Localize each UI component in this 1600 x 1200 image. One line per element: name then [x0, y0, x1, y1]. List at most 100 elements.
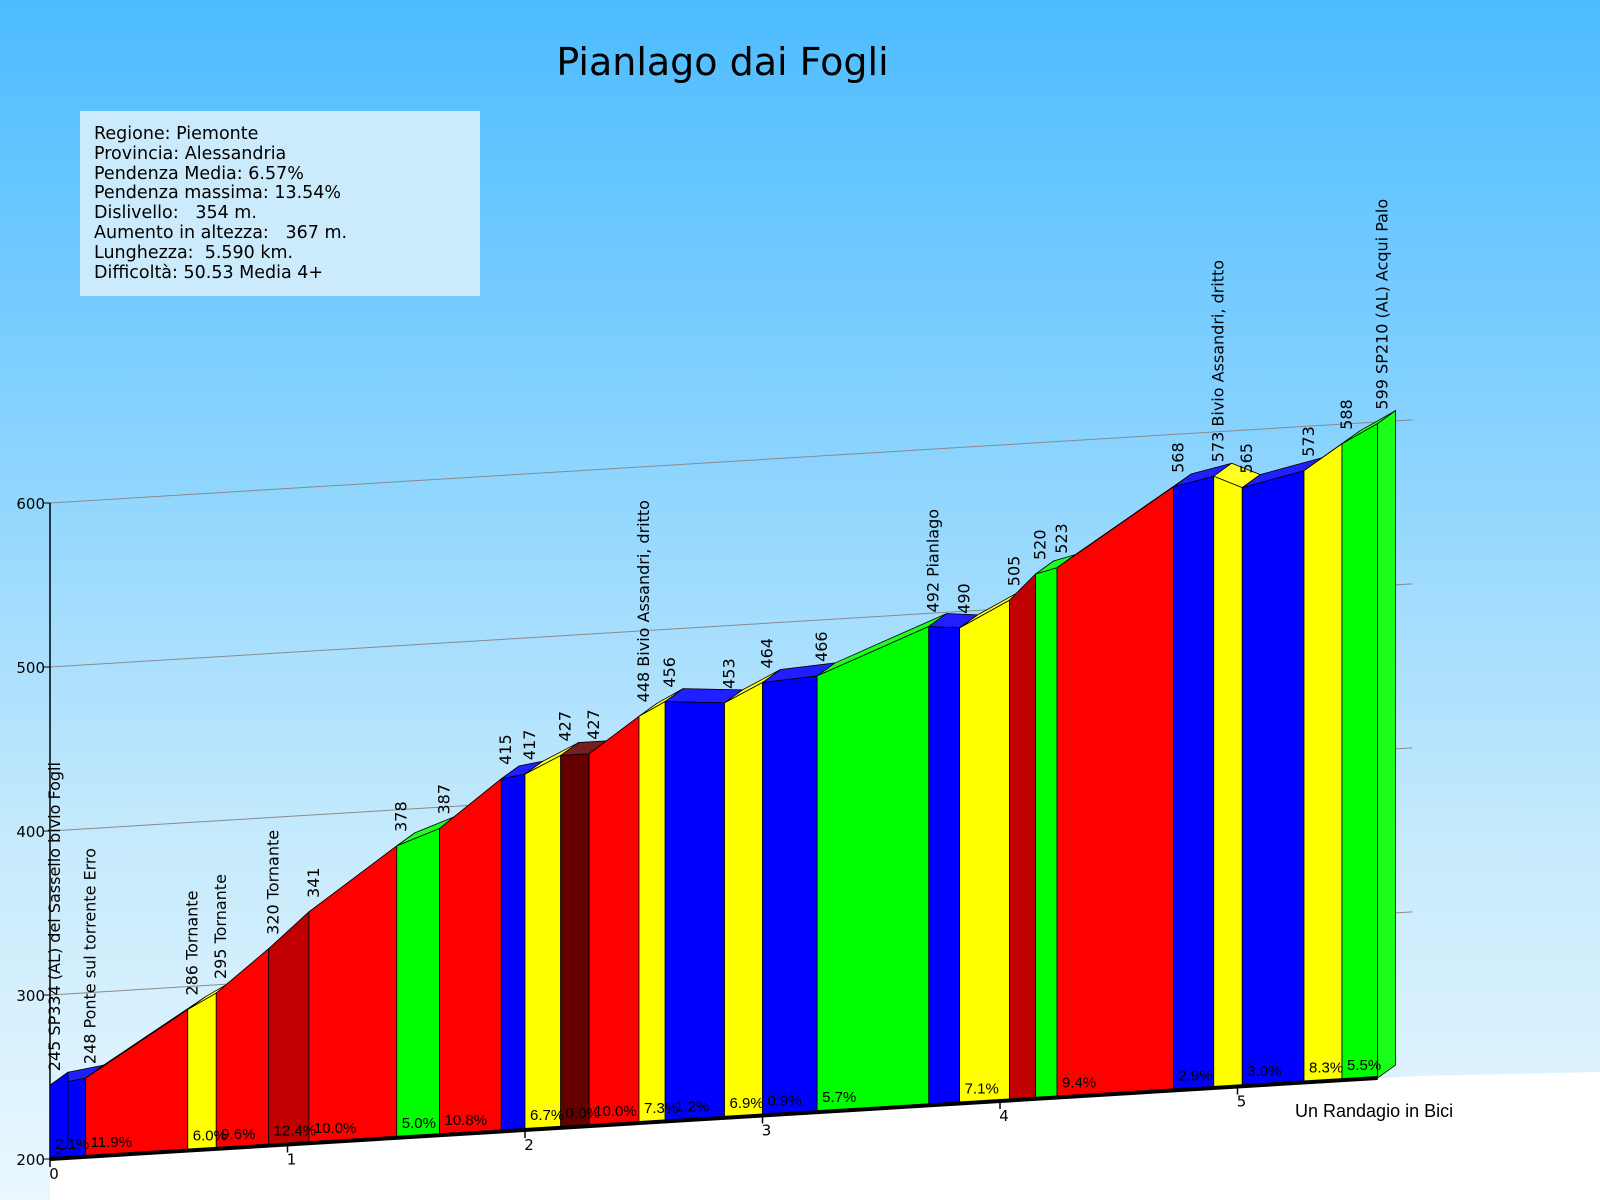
point-label: 427: [556, 711, 575, 742]
point-label: 492 Pianlago: [924, 509, 943, 613]
grade-label: 6.9%: [730, 1095, 764, 1112]
y-tick-label: 500: [16, 659, 45, 677]
point-label: 378: [392, 801, 411, 832]
segment-blue: [664, 701, 725, 1122]
grade-label: 5.5%: [1347, 1057, 1381, 1074]
point-label: 466: [812, 631, 831, 662]
segment-green: [816, 625, 930, 1113]
grade-label: 3.0%: [1247, 1063, 1281, 1080]
grade-label: 9.4%: [1062, 1075, 1096, 1092]
segment-yellow: [959, 599, 1010, 1104]
point-label: 505: [1005, 556, 1024, 587]
segment-end-cap: [1377, 409, 1397, 1079]
point-label: 448 Bivio Assandri, dritto: [634, 500, 653, 702]
segment-yellow: [1213, 475, 1243, 1089]
point-label: 320 Tornante: [264, 830, 283, 935]
point-label: 245 SP334 (AL) del Sassello bivio Fogli: [45, 762, 64, 1071]
grade-label: 10.0%: [314, 1120, 357, 1137]
y-tick-label: 200: [16, 1151, 45, 1169]
segment-blue: [1172, 475, 1215, 1091]
point-label: 427: [584, 709, 603, 740]
grade-label: 6.7%: [530, 1107, 564, 1124]
x-tick-label: 5: [1237, 1093, 1247, 1111]
grade-label: 2.9%: [1178, 1067, 1212, 1084]
info-box: Regione: Piemonte Provincia: Alessandria…: [80, 111, 480, 296]
point-label: 565: [1237, 443, 1256, 474]
y-tick-label: 400: [16, 823, 45, 841]
y-tick-label: 300: [16, 987, 45, 1005]
point-label: 286 Tornante: [183, 891, 202, 996]
x-tick-label: 3: [762, 1122, 772, 1140]
info-lunghezza: Lunghezza: 5.590 km.: [94, 242, 294, 263]
credit-text: Un Randagio in Bici: [1295, 1101, 1454, 1121]
point-label: 456: [660, 657, 679, 688]
info-pendenza-media: Pendenza Media: 6.57%: [94, 163, 304, 184]
grade-label: 0.0%: [566, 1105, 600, 1122]
point-label: 573 Bivio Assandri, dritto: [1209, 260, 1228, 462]
segment-red: [1056, 486, 1174, 1098]
point-label: 453: [720, 658, 739, 689]
grade-label: 7.3%: [644, 1100, 678, 1117]
x-tick-label: 1: [287, 1151, 297, 1169]
grade-label: 2.1%: [55, 1136, 89, 1153]
grade-label: 5.7%: [822, 1089, 856, 1106]
grade-label: 12.4%: [274, 1123, 317, 1140]
grade-label: 7.1%: [965, 1080, 999, 1097]
point-label: 490: [955, 583, 974, 614]
segment-blue: [1241, 470, 1305, 1087]
ground-plane: [50, 1071, 1600, 1200]
chart-title: Pianlago dai Fogli: [556, 40, 889, 84]
segment-yellow: [724, 681, 763, 1119]
info-pendenza-massima: Pendenza massima: 13.54%: [94, 183, 342, 204]
point-label: 588: [1337, 399, 1356, 430]
segment-red: [588, 715, 640, 1127]
grade-label: 5.0%: [402, 1115, 436, 1132]
point-label: 417: [520, 730, 539, 761]
x-tick-label: 0: [49, 1165, 59, 1183]
point-label: 387: [435, 784, 454, 815]
point-label: 248 Ponte sul torrente Erro: [81, 848, 100, 1064]
info-aumento: Aumento in altezza: 367 m.: [94, 222, 348, 243]
y-tick-label: 600: [16, 495, 45, 513]
segment-darkred: [268, 911, 310, 1147]
x-tick-label: 2: [524, 1136, 534, 1154]
point-label: 415: [496, 734, 515, 765]
point-label: 523: [1052, 523, 1071, 554]
grade-label: 8.3%: [1309, 1059, 1343, 1076]
point-label: 599 SP210 (AL) Acqui Palo: [1373, 199, 1392, 410]
segment-blue: [500, 773, 526, 1132]
point-label: 568: [1168, 442, 1187, 473]
segment-blue: [762, 675, 818, 1116]
grid-line: [49, 419, 1413, 504]
x-axis-line: [49, 1075, 1378, 1161]
info-dislivello: Dislivello: 354 m.: [94, 203, 257, 224]
segment-blue: [928, 626, 961, 1106]
grade-label: 10.0%: [594, 1103, 637, 1120]
point-label: 464: [758, 638, 777, 669]
grade-label: 6.0%: [193, 1128, 227, 1145]
grade-label: 0.9%: [768, 1093, 802, 1110]
x-tick-label: 4: [999, 1107, 1009, 1125]
info-difficolta: Difficoltà: 50.53 Media 4+: [94, 262, 324, 283]
point-label: 341: [304, 867, 323, 898]
segment-green: [396, 827, 440, 1139]
segment-maroon: [560, 753, 590, 1129]
segment-green: [1341, 422, 1379, 1081]
grade-label: -1.2%: [670, 1098, 709, 1115]
segment-yellow: [524, 754, 562, 1131]
segment-yellow: [638, 700, 666, 1124]
grade-label: 10.8%: [445, 1112, 488, 1129]
point-label: 520: [1031, 529, 1050, 560]
info-regione: Regione: Piemonte: [94, 124, 259, 144]
segment-red: [439, 778, 502, 1136]
segment-green: [1035, 567, 1058, 1100]
segment-yellow: [1303, 443, 1343, 1083]
grade-label: 11.9%: [91, 1134, 132, 1151]
grade-label: 9.6%: [221, 1126, 255, 1143]
point-label: 295 Tornante: [211, 874, 230, 979]
info-provincia: Provincia: Alessandria: [94, 143, 287, 164]
segment-darkred: [1009, 573, 1037, 1101]
point-label: 573: [1299, 426, 1318, 457]
segment-start-cap: [49, 1071, 69, 1160]
